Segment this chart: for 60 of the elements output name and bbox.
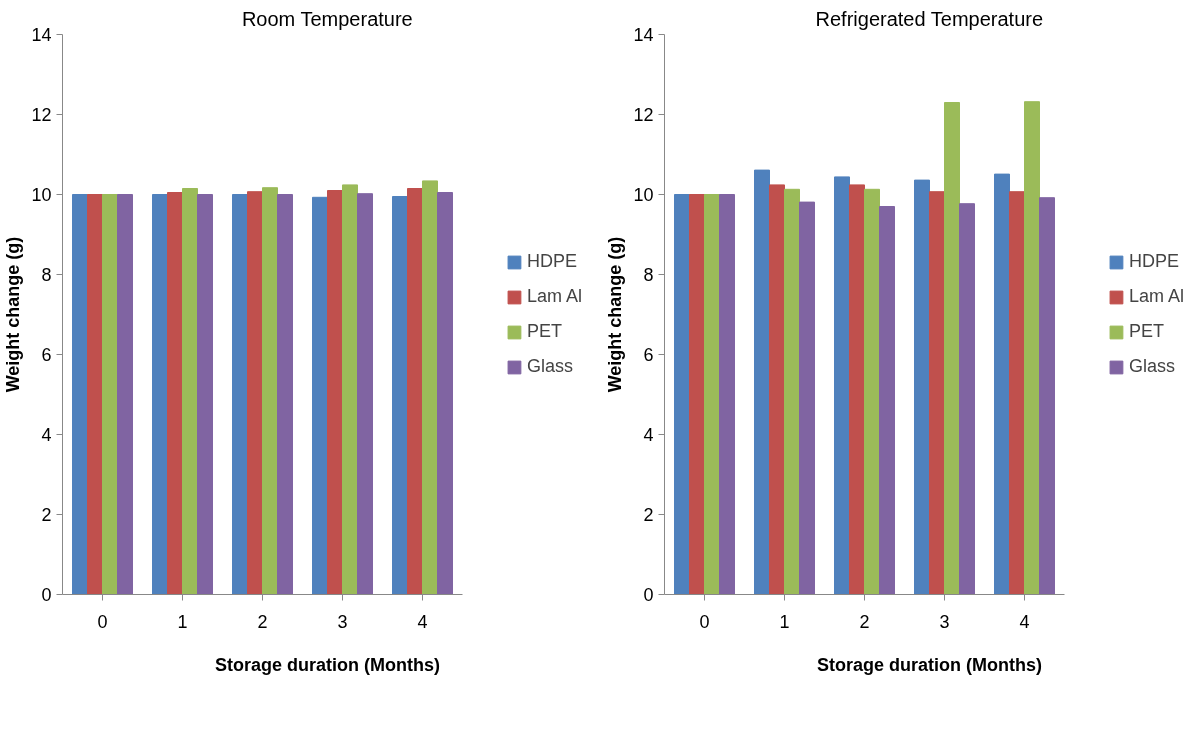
bar [834, 176, 850, 595]
bar [914, 179, 930, 595]
bar [769, 184, 785, 595]
bar [944, 102, 960, 595]
legend-label: HDPE [1128, 251, 1179, 272]
bar [704, 194, 720, 595]
x-tick-label: 2 [257, 611, 268, 632]
chart-title: Room Temperature [241, 7, 413, 30]
x-tick-label: 1 [177, 611, 188, 632]
bar [674, 194, 690, 595]
bar [1009, 191, 1025, 595]
bar [929, 191, 945, 595]
y-tick-label: 8 [643, 265, 654, 285]
y-tick-label: 10 [31, 185, 52, 205]
y-tick-label: 14 [31, 25, 52, 45]
x-tick-label: 1 [779, 611, 790, 632]
x-tick-label: 3 [337, 611, 348, 632]
x-tick-label: 3 [939, 611, 950, 632]
y-tick-label: 12 [633, 105, 654, 125]
bar [864, 188, 880, 595]
y-tick-label: 6 [643, 345, 654, 365]
y-tick-label: 6 [41, 345, 52, 365]
x-tick-label: 0 [97, 611, 108, 632]
legend-label: PET [1128, 321, 1164, 342]
y-tick-label: 2 [41, 505, 52, 525]
bar [959, 203, 975, 595]
chart-title: Refrigerated Temperature [815, 7, 1044, 30]
bar [754, 169, 770, 595]
legend-label: Lam Al [526, 286, 582, 307]
bar [1024, 101, 1040, 595]
y-axis-title: Weight change (g) [605, 236, 626, 393]
y-tick-label: 14 [633, 25, 654, 45]
x-tick-label: 4 [417, 611, 428, 632]
bar [1039, 197, 1055, 595]
legend-label: Glass [526, 356, 573, 377]
y-tick-label: 4 [643, 425, 654, 445]
y-tick-label: 0 [41, 585, 52, 605]
bar [994, 173, 1010, 595]
y-tick-label: 12 [31, 105, 52, 125]
legend-label: Glass [1128, 356, 1175, 377]
y-axis-title: Weight change (g) [3, 236, 24, 393]
y-tick-label: 8 [41, 265, 52, 285]
bar [689, 194, 705, 595]
x-tick-label: 4 [1019, 611, 1030, 632]
bar [799, 201, 815, 595]
legend-label: PET [526, 321, 562, 342]
x-axis-title: Storage duration (Months) [215, 654, 440, 675]
x-axis-title: Storage duration (Months) [817, 654, 1042, 675]
bar [784, 188, 800, 595]
y-tick-label: 0 [643, 585, 654, 605]
bar [879, 206, 895, 595]
legend-label: Lam Al [1128, 286, 1184, 307]
legend-label: HDPE [526, 251, 577, 272]
bar [849, 184, 865, 595]
y-tick-label: 2 [643, 505, 654, 525]
bar [719, 194, 735, 595]
x-tick-label: 0 [699, 611, 710, 632]
y-tick-label: 4 [41, 425, 52, 445]
x-tick-label: 2 [859, 611, 870, 632]
y-tick-label: 10 [633, 185, 654, 205]
